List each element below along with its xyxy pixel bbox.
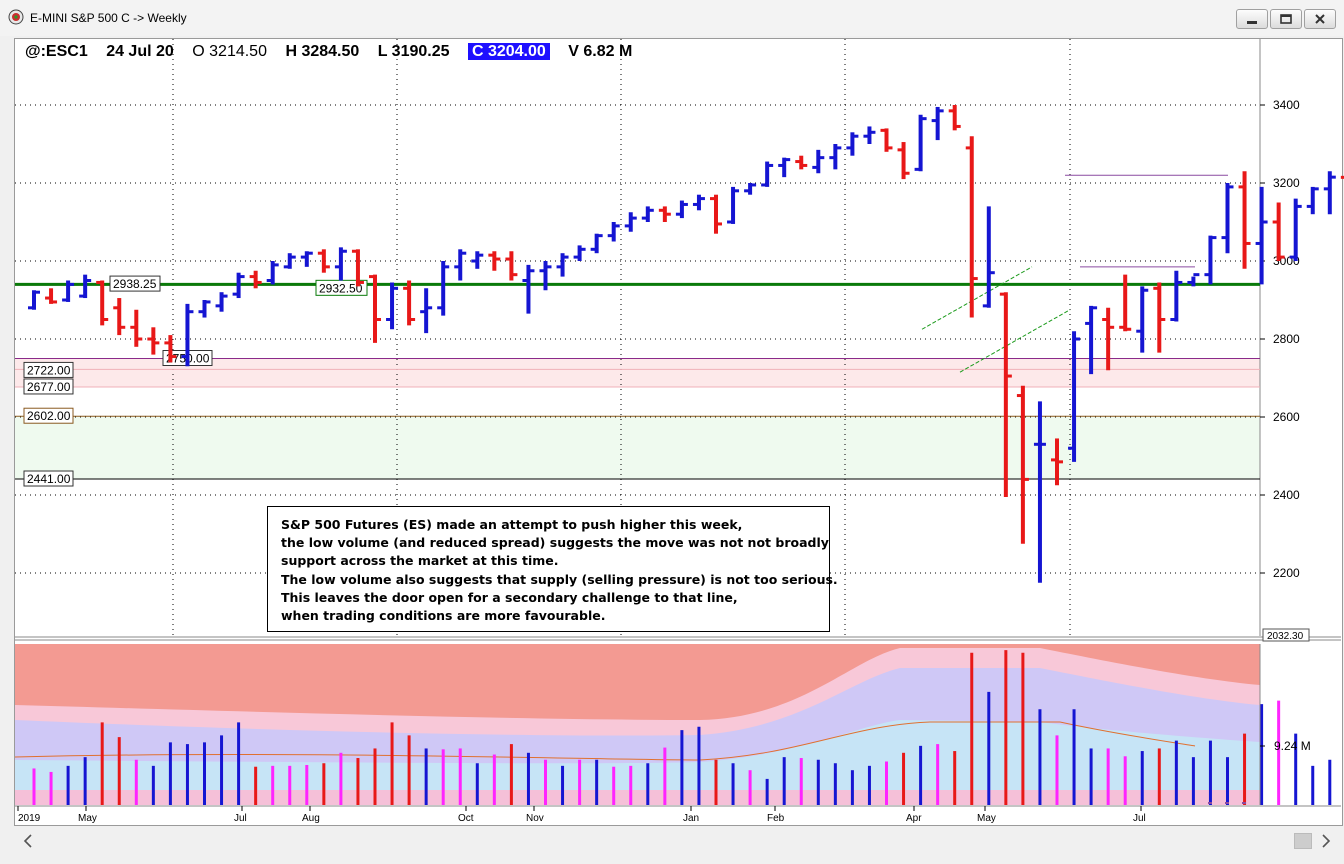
volume-axis-label: 9.24 M xyxy=(1274,739,1311,753)
price-tick-label: 3200 xyxy=(1273,176,1300,190)
resistance-zone xyxy=(15,358,1260,387)
level-label-box xyxy=(23,378,74,395)
note-line: This leaves the door open for a secondar… xyxy=(281,589,738,605)
date-label: 24 Jul 20 xyxy=(106,43,174,60)
level-label: 2722.00 xyxy=(27,363,71,377)
close-label: C 3204.00 xyxy=(467,43,550,60)
close-button[interactable] xyxy=(1304,9,1336,29)
time-axis-label: Oct xyxy=(458,813,474,824)
volume-band-light xyxy=(15,720,1260,805)
scroll-thumb[interactable] xyxy=(1294,833,1312,849)
level-label: 2938.25 xyxy=(113,277,157,291)
price-tick-label: 2400 xyxy=(1273,488,1300,502)
symbol-label: @:ESC1 xyxy=(25,43,88,60)
tradestation-icon[interactable] xyxy=(8,9,24,25)
restore-button[interactable] xyxy=(1270,9,1302,29)
price-tick-label: 3400 xyxy=(1273,98,1300,112)
time-axis-label: May xyxy=(977,813,996,824)
price-tick-label: 2600 xyxy=(1273,410,1300,424)
time-axis-label: Jul xyxy=(1133,813,1146,824)
level-label-box xyxy=(109,275,161,292)
minimize-button[interactable] xyxy=(1236,9,1268,29)
scroll-left-icon[interactable] xyxy=(18,831,38,851)
time-axis-label: Feb xyxy=(767,813,785,824)
window-titlebar: E-MINI S&P 500 C -> Weekly xyxy=(0,0,1344,36)
high-label: H 3284.50 xyxy=(285,43,360,60)
note-line: when trading conditions are more favoura… xyxy=(281,608,606,624)
price-tick-label: 2800 xyxy=(1273,332,1300,346)
level-label-box xyxy=(23,407,74,424)
restore-icon xyxy=(1280,14,1292,24)
time-axis-label: Apr xyxy=(906,813,922,824)
channel-line xyxy=(959,309,1071,373)
support-zone xyxy=(15,416,1260,480)
time-axis-label: Jul xyxy=(234,813,247,824)
note-line: The low volume also suggests that supply… xyxy=(281,571,838,587)
volume-band-bottom xyxy=(15,790,1260,805)
level-label-box xyxy=(23,470,74,487)
note-line: S&P 500 Futures (ES) made an attempt to … xyxy=(281,517,743,532)
time-axis-label: Aug xyxy=(302,813,320,824)
volume-average-line xyxy=(14,721,1196,761)
time-axis-label: May xyxy=(78,813,97,824)
ohlc-header: @:ESC1 24 Jul 20 O 3214.50 H 3284.50 L 3… xyxy=(25,43,646,61)
channel-line xyxy=(921,266,1033,330)
scroll-right-icon[interactable] xyxy=(1316,831,1336,851)
time-axis-label: Nov xyxy=(526,813,544,824)
level-label: 2932.50 xyxy=(319,281,363,295)
volume-label: V 6.82 M xyxy=(568,43,633,60)
low-label: L 3190.25 xyxy=(377,43,450,60)
note-line: support across the market at this time. xyxy=(281,553,559,569)
time-axis-label: Jan xyxy=(683,813,699,824)
time-axis-label: 2019 xyxy=(18,813,41,824)
level-label-box xyxy=(23,361,74,378)
minimize-icon xyxy=(1247,21,1257,24)
window-title: E-MINI S&P 500 C -> Weekly xyxy=(30,11,187,25)
level-label: 2602.00 xyxy=(27,409,71,423)
edge-price-label: 2032.30 xyxy=(1267,631,1304,642)
open-label: O 3214.50 xyxy=(192,43,267,60)
price-tick-label: 2200 xyxy=(1273,566,1300,580)
level-label: 2677.00 xyxy=(27,380,71,394)
level-label: 2441.00 xyxy=(27,472,71,486)
horizontal-scrollbar[interactable] xyxy=(14,829,1341,853)
analysis-note[interactable]: S&P 500 Futures (ES) made an attempt to … xyxy=(267,506,838,632)
edge-label-box xyxy=(1262,628,1310,642)
note-line: the low volume (and reduced spread) sugg… xyxy=(281,535,829,551)
close-icon xyxy=(1315,14,1325,24)
